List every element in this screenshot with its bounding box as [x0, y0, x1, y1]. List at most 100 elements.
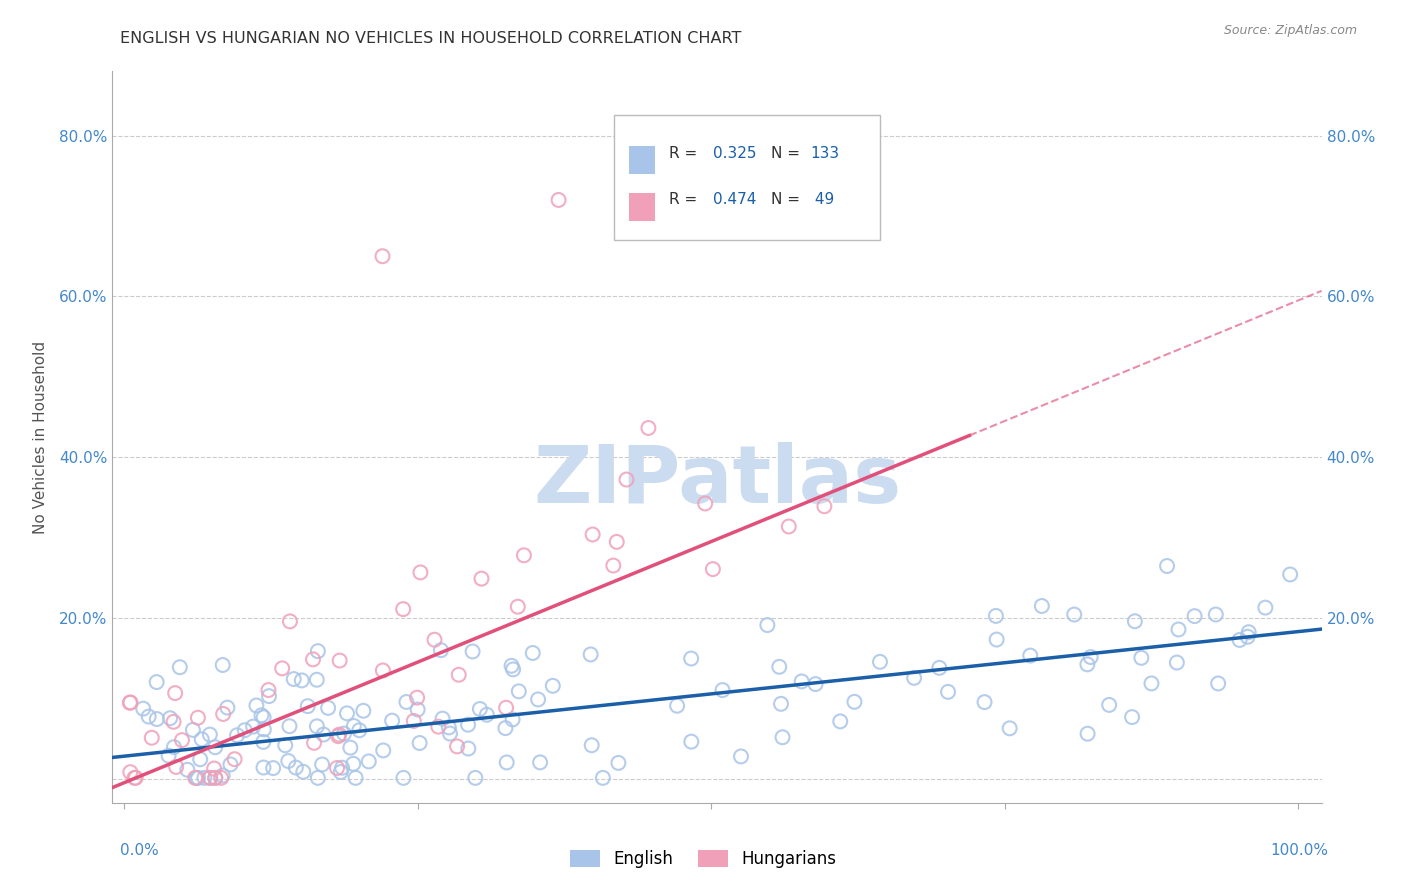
Point: [159, 711, 181, 725]
Text: R =: R =: [669, 145, 702, 161]
Point: [187, 711, 209, 725]
Point: [165, 760, 187, 774]
Point: [274, 738, 297, 752]
Point: [245, 698, 267, 713]
Point: [357, 755, 380, 769]
Point: [475, 707, 498, 722]
Point: [316, 701, 339, 715]
Point: [408, 736, 430, 750]
Point: [371, 664, 394, 678]
Point: [470, 572, 492, 586]
Point: [329, 764, 352, 779]
Point: [402, 714, 425, 728]
Point: [936, 685, 959, 699]
Point: [592, 771, 614, 785]
Point: [616, 473, 638, 487]
Point: [423, 632, 446, 647]
Point: [579, 648, 602, 662]
Point: [198, 728, 221, 742]
Point: [928, 661, 950, 675]
Point: [291, 673, 314, 688]
Text: 0.474: 0.474: [713, 192, 756, 207]
Text: 0.325: 0.325: [713, 145, 756, 161]
Point: [582, 527, 605, 541]
Point: [162, 714, 184, 729]
Point: [984, 608, 1007, 623]
Point: [1205, 607, 1227, 622]
Point: [457, 717, 479, 731]
Point: [804, 677, 827, 691]
Point: [756, 618, 779, 632]
Point: [257, 689, 280, 703]
Point: [695, 496, 717, 510]
Text: 100.0%: 100.0%: [1271, 843, 1329, 858]
Point: [373, 743, 395, 757]
FancyBboxPatch shape: [614, 115, 880, 240]
Point: [198, 771, 221, 785]
Point: [1156, 559, 1178, 574]
Point: [986, 632, 1008, 647]
Text: 0.0%: 0.0%: [120, 843, 159, 858]
Point: [681, 734, 703, 748]
Point: [124, 771, 146, 785]
Point: [468, 702, 491, 716]
Point: [326, 761, 349, 775]
Point: [349, 723, 371, 738]
Point: [165, 686, 187, 700]
Point: [328, 728, 350, 742]
Point: [187, 771, 209, 785]
Point: [292, 764, 315, 779]
Point: [184, 771, 207, 785]
Point: [157, 748, 180, 763]
Point: [339, 740, 361, 755]
Point: [501, 658, 523, 673]
Point: [768, 660, 790, 674]
Point: [120, 765, 142, 780]
Text: N =: N =: [772, 145, 806, 161]
Point: [212, 706, 235, 721]
Point: [1237, 625, 1260, 640]
Point: [124, 771, 146, 785]
Y-axis label: No Vehicles in Household: No Vehicles in Household: [32, 341, 48, 533]
Point: [769, 697, 792, 711]
Point: [495, 700, 517, 714]
Point: [283, 672, 305, 686]
Point: [181, 723, 204, 737]
Point: [1121, 710, 1143, 724]
Point: [1279, 567, 1302, 582]
Point: [1031, 599, 1053, 613]
Point: [186, 771, 208, 785]
Point: [176, 763, 198, 777]
Point: [778, 519, 800, 533]
Point: [252, 760, 274, 774]
Point: [330, 761, 353, 775]
Point: [1019, 648, 1042, 663]
Text: Source: ZipAtlas.com: Source: ZipAtlas.com: [1223, 24, 1357, 37]
Point: [508, 684, 530, 698]
Point: [844, 695, 866, 709]
Point: [253, 723, 276, 737]
Point: [1123, 614, 1146, 628]
Point: [392, 771, 415, 785]
Point: [262, 761, 284, 775]
Point: [170, 733, 193, 747]
Point: [217, 700, 239, 714]
Point: [529, 756, 551, 770]
Point: [146, 712, 169, 726]
Point: [457, 741, 479, 756]
Point: [302, 652, 325, 666]
Text: N =: N =: [772, 192, 806, 207]
Point: [305, 673, 328, 687]
Point: [1080, 650, 1102, 665]
Point: [607, 756, 630, 770]
Point: [637, 421, 659, 435]
Point: [446, 739, 468, 754]
Point: [371, 249, 394, 263]
Point: [494, 721, 516, 735]
Point: [464, 771, 486, 785]
Point: [1206, 676, 1229, 690]
Point: [506, 599, 529, 614]
Point: [1229, 632, 1251, 647]
Point: [329, 654, 352, 668]
Point: [204, 771, 226, 785]
